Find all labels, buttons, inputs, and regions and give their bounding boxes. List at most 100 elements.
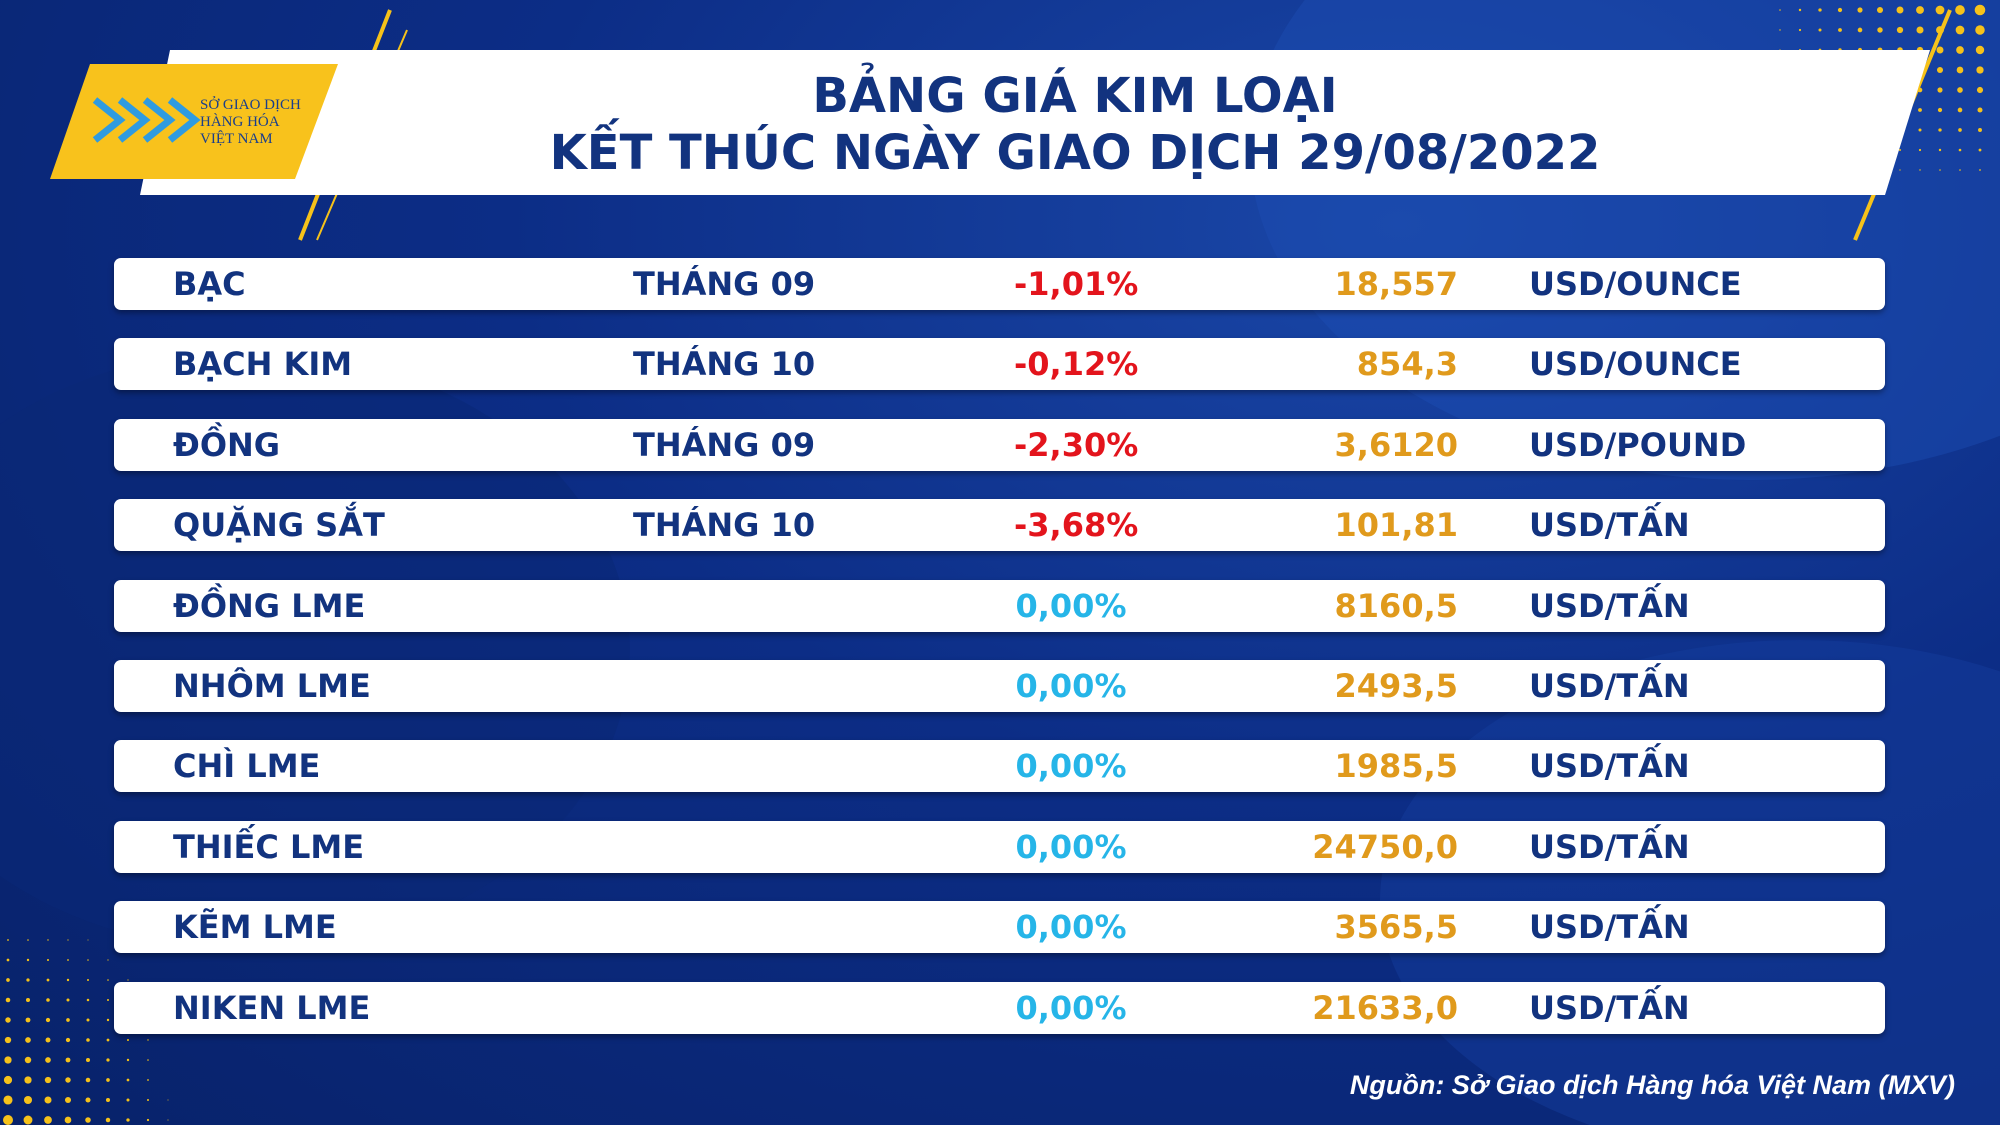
dot	[1857, 27, 1863, 33]
dot	[127, 979, 129, 981]
price: 3565,5	[1334, 908, 1458, 947]
dot	[106, 1058, 110, 1062]
change-percent: 0,00%	[1015, 988, 1127, 1027]
dot	[1798, 28, 1802, 32]
dot	[1896, 6, 1904, 14]
unit: USD/TẤN	[1529, 747, 1690, 786]
dot	[85, 1117, 91, 1123]
logo-text: SỞ GIAO DỊCH	[200, 97, 301, 113]
unit: USD/OUNCE	[1529, 345, 1742, 384]
price: 2493,5	[1334, 667, 1458, 705]
dot	[46, 958, 50, 962]
dot	[87, 939, 89, 941]
dot	[45, 1017, 51, 1023]
dot	[46, 998, 50, 1002]
dot	[1935, 5, 1945, 15]
table-row: NIKEN LME 0,00% 21633,0 USD/TẤN	[114, 981, 1885, 1034]
table-row: ĐỒNG THÁNG 09 -2,30% 3,6120 USD/POUND	[114, 418, 1885, 471]
contract-month: THÁNG 10	[633, 506, 816, 545]
metal-name: NHÔM LME	[173, 667, 371, 705]
dot	[25, 1017, 31, 1023]
dot	[1916, 6, 1924, 14]
dot	[4, 1056, 12, 1064]
dot	[46, 978, 50, 982]
dot	[1779, 9, 1781, 11]
table-row: NHÔM LME 0,00% 2493,5 USD/TẤN	[114, 660, 1885, 712]
dot	[167, 1099, 169, 1101]
dot	[1978, 148, 1982, 152]
metal-name: CHÌ LME	[173, 747, 321, 786]
dot	[1956, 46, 1964, 54]
unit: USD/POUND	[1529, 425, 1747, 464]
dot	[86, 978, 90, 982]
dot	[5, 1017, 11, 1023]
dot	[1919, 169, 1921, 171]
dot	[1957, 107, 1963, 113]
dot	[26, 958, 30, 962]
dot	[1955, 5, 1965, 15]
contract-month: THÁNG 09	[633, 425, 816, 464]
dot	[1978, 128, 1982, 132]
dot	[1896, 26, 1904, 34]
dot	[64, 1096, 72, 1104]
price: 854,3	[1356, 345, 1458, 384]
dot	[27, 939, 29, 941]
title: KẾT THÚC NGÀY GIAO DỊCH 29/08/2022	[549, 125, 1601, 181]
change-percent: -0,12%	[1014, 345, 1139, 384]
dot	[106, 998, 110, 1002]
dot	[1936, 66, 1944, 74]
dot	[1976, 66, 1984, 74]
change-percent: -2,30%	[1014, 425, 1139, 464]
dot	[1918, 128, 1922, 132]
contract-month: THÁNG 10	[633, 345, 816, 384]
title: BẢNG GIÁ KIM LOẠI	[812, 68, 1338, 124]
logo-text: VIỆT NAM	[200, 131, 273, 147]
metal-name: THIẾC LME	[173, 827, 365, 866]
dot	[1916, 26, 1924, 34]
price: 1985,5	[1334, 747, 1458, 786]
dot	[25, 1037, 31, 1043]
table-row: THIẾC LME 0,00% 24750,0 USD/TẤN	[114, 820, 1885, 873]
dot	[25, 997, 31, 1003]
dot	[85, 1077, 91, 1083]
price: 18,557	[1334, 265, 1458, 303]
dot	[65, 1077, 71, 1083]
dot	[1975, 45, 1985, 55]
dot	[1974, 4, 1986, 16]
dot	[106, 1038, 110, 1042]
price: 3,6120	[1334, 425, 1458, 464]
dot	[1918, 148, 1922, 152]
dot	[66, 978, 70, 982]
dot	[86, 998, 90, 1002]
dot	[5, 997, 11, 1003]
dot	[64, 1116, 72, 1124]
dot	[47, 939, 49, 941]
change-percent: 0,00%	[1015, 908, 1127, 947]
dot	[1876, 6, 1884, 14]
dot	[1957, 87, 1963, 93]
dot	[1837, 7, 1843, 13]
dot	[1956, 66, 1964, 74]
dot	[44, 1116, 52, 1124]
dot	[85, 1057, 91, 1063]
metal-name: ĐỒNG LME	[173, 586, 366, 625]
dot	[44, 1096, 52, 1104]
dot	[67, 959, 69, 961]
metal-name: NIKEN LME	[173, 988, 371, 1027]
unit: USD/TẤN	[1529, 667, 1690, 705]
dot	[66, 1018, 70, 1022]
dot	[105, 1097, 111, 1103]
dot	[105, 1117, 111, 1123]
dot	[3, 1115, 13, 1125]
dot	[67, 939, 69, 941]
dot	[1936, 46, 1944, 54]
dot	[1938, 148, 1942, 152]
unit: USD/TẤN	[1529, 506, 1690, 545]
dot	[1975, 25, 1985, 35]
dot	[1898, 148, 1902, 152]
metal-name: KẼM LME	[173, 908, 337, 947]
unit: USD/TẤN	[1529, 988, 1690, 1027]
metal-name: BẠC	[173, 265, 246, 303]
dot	[1958, 128, 1962, 132]
